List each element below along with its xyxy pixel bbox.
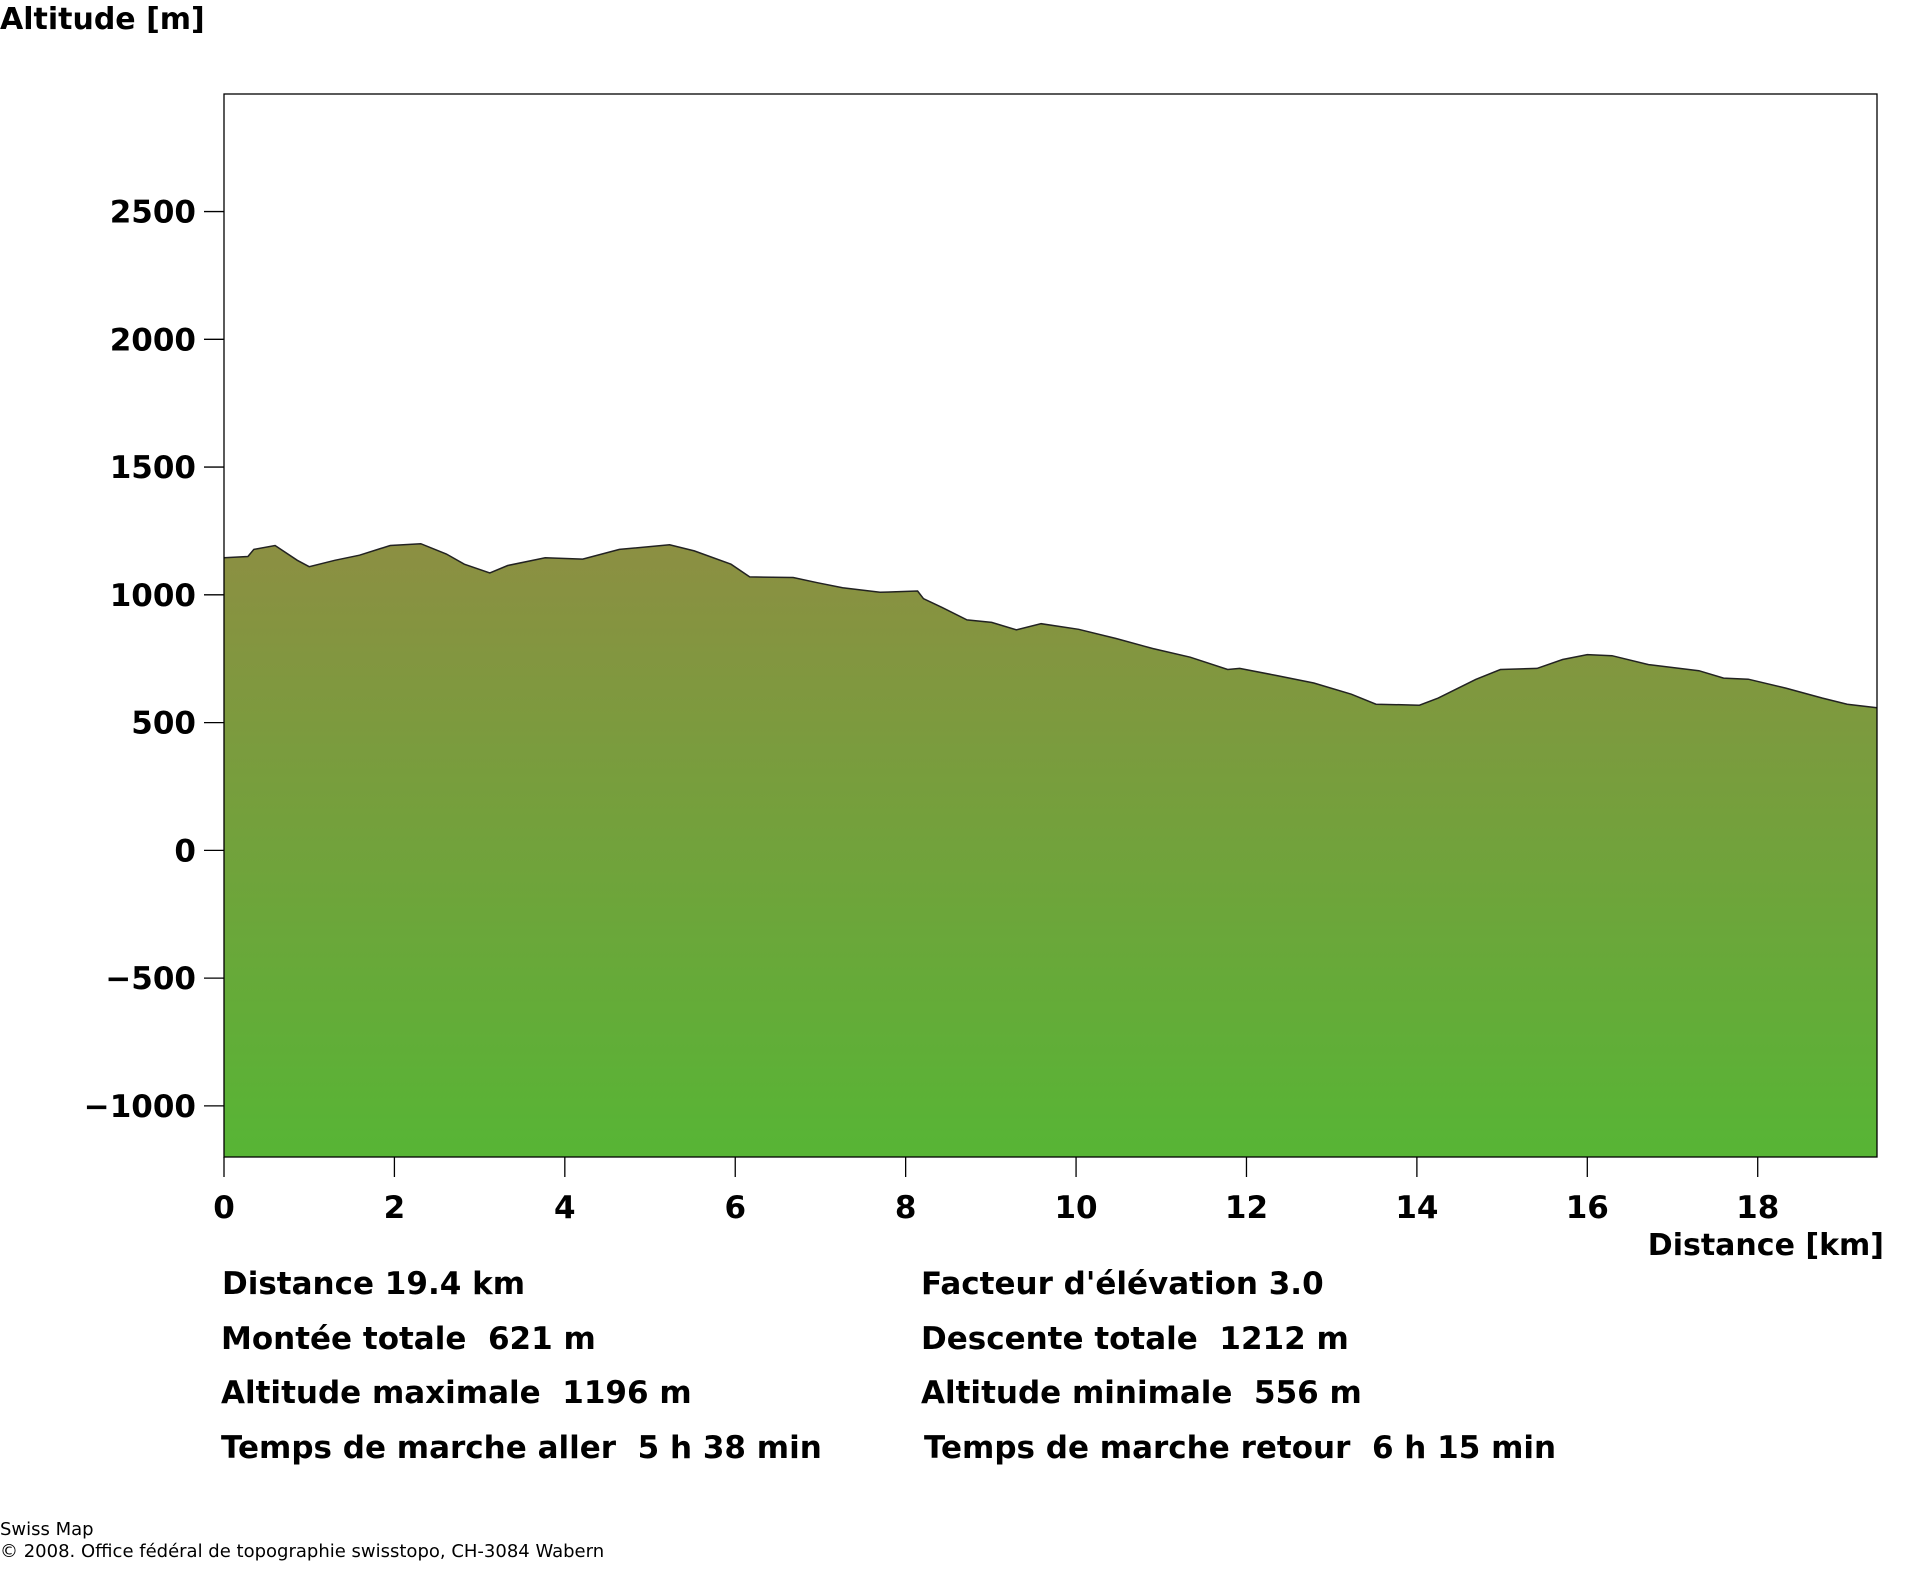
elevation-line: [223, 542, 1878, 709]
x-tick-label: 8: [895, 1190, 917, 1226]
stat-descent: Descente totale 1212 m: [921, 1321, 1349, 1357]
stat-time-back: Temps de marche retour 6 h 15 min: [924, 1430, 1557, 1466]
y-axis-title: Altitude [m]: [0, 2, 205, 37]
y-tick-label: −1000: [84, 1089, 196, 1125]
y-tick-label: 2500: [110, 195, 196, 231]
stat-elevation-factor: Facteur d'élévation 3.0: [921, 1266, 1324, 1302]
x-axis-title: Distance [km]: [1647, 1228, 1884, 1263]
elevation-area: [224, 543, 1877, 1157]
y-tick-label: 1500: [110, 450, 196, 486]
x-tick-label: 2: [384, 1190, 406, 1226]
y-tick-label: 2000: [110, 322, 196, 358]
stat-ascent: Montée totale 621 m: [221, 1321, 596, 1357]
x-tick-label: 16: [1566, 1190, 1609, 1226]
x-tick-label: 14: [1395, 1190, 1438, 1226]
plot-frame: [223, 93, 1878, 1158]
footer-copyright: © 2008. Office fédéral de topographie sw…: [0, 1541, 605, 1562]
x-tick-label: 12: [1225, 1190, 1268, 1226]
stat-max-altitude: Altitude maximale 1196 m: [221, 1375, 692, 1411]
y-tick-label: 1000: [110, 578, 196, 614]
y-tick-label: 500: [131, 706, 196, 742]
stat-min-altitude: Altitude minimale 556 m: [921, 1375, 1362, 1411]
footer-source: Swiss Map: [0, 1519, 94, 1540]
y-tick-label: 0: [174, 833, 196, 869]
x-tick-label: 10: [1054, 1190, 1097, 1226]
x-tick-label: 6: [724, 1190, 746, 1226]
stat-time-out: Temps de marche aller 5 h 38 min: [221, 1430, 822, 1466]
x-tick-label: 0: [213, 1190, 235, 1226]
stat-distance: Distance 19.4 km: [222, 1266, 526, 1302]
y-tick-label: −500: [105, 961, 196, 997]
x-tick-label: 4: [554, 1190, 576, 1226]
x-tick-label: 18: [1736, 1190, 1779, 1226]
